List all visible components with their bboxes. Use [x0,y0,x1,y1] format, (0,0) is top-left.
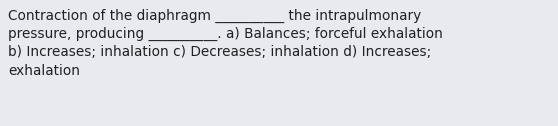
Text: Contraction of the diaphragm __________ the intrapulmonary
pressure, producing _: Contraction of the diaphragm __________ … [8,9,443,78]
